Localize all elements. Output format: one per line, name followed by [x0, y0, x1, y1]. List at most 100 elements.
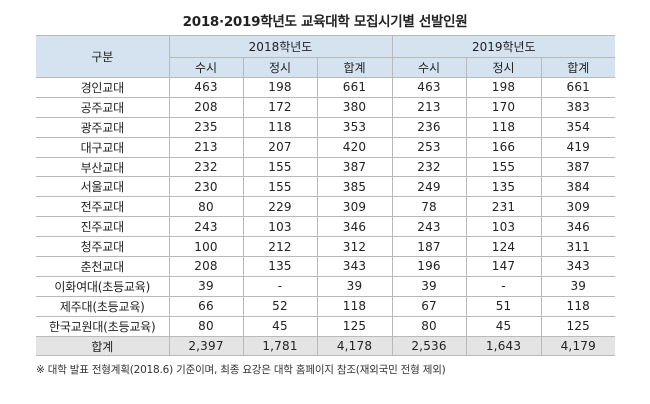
row-label: 청주교대 [36, 236, 170, 258]
value-cell: 1,643 [465, 335, 542, 357]
value-cell: 51 [465, 295, 542, 317]
value-cell: 80 [168, 315, 244, 337]
value-cell: 207 [242, 136, 318, 158]
value-cell: 354 [540, 116, 616, 138]
value-cell: 661 [316, 77, 393, 98]
value-cell: 463 [391, 77, 467, 98]
value-cell: 39 [540, 275, 616, 297]
header-row-years: 구분 2018학년도 2019학년도 [36, 35, 616, 78]
value-cell: 387 [316, 156, 393, 178]
value-cell: 387 [540, 156, 616, 178]
value-cell: 52 [242, 295, 318, 317]
value-cell: 135 [465, 176, 542, 198]
value-cell: 45 [465, 315, 542, 337]
value-cell: 103 [465, 216, 542, 238]
row-label: 진주교대 [36, 216, 170, 238]
header-jeongsi-2019: 정시 [465, 57, 542, 78]
value-cell: 155 [242, 176, 318, 198]
value-cell: 346 [316, 216, 393, 238]
table-body: 경인교대 463 198 661 463 198 661 공주교대 208 172 380 213 17… [36, 77, 616, 357]
value-cell: 45 [242, 315, 318, 337]
value-cell: 213 [168, 136, 244, 158]
header-row-types: 수시 정시 합계 수시 정시 합계 [36, 57, 616, 78]
table-row: 진주교대 243 103 346 243 103 346 [36, 216, 616, 238]
table-row: 공주교대 208 172 380 213 170 383 [36, 96, 616, 118]
value-cell: 380 [316, 96, 393, 118]
value-cell: 343 [540, 256, 616, 277]
value-cell: 229 [242, 196, 318, 218]
value-cell: 124 [465, 236, 542, 258]
value-cell: 311 [540, 236, 616, 258]
value-cell: 2,397 [168, 335, 244, 357]
admissions-table: 구분 2018학년도 2019학년도 수시 정시 합계 수시 정시 합계 경인교… [36, 35, 616, 357]
value-cell: 208 [168, 96, 244, 118]
value-cell: 80 [168, 196, 244, 218]
value-cell: 253 [391, 136, 467, 158]
table-row: 경인교대 463 198 661 463 198 661 [36, 77, 616, 98]
value-cell: 4,179 [540, 335, 616, 357]
value-cell: 170 [465, 96, 542, 118]
row-label: 춘천교대 [36, 256, 170, 277]
value-cell: 118 [316, 295, 393, 317]
row-label: 서울교대 [36, 176, 170, 198]
table-row: 대구교대 213 207 420 253 166 419 [36, 136, 616, 158]
value-cell: 232 [391, 156, 467, 178]
row-label: 경인교대 [36, 77, 170, 98]
row-label: 합계 [36, 335, 170, 357]
value-cell: 155 [465, 156, 542, 178]
value-cell: 385 [316, 176, 393, 198]
header-susi-2019: 수시 [391, 57, 467, 78]
header-susi-2018: 수시 [169, 57, 244, 78]
table-row: 광주교대 235 118 353 236 118 354 [36, 116, 616, 138]
value-cell: 384 [540, 176, 616, 198]
value-cell: 39 [316, 275, 393, 297]
value-cell: 463 [168, 77, 244, 98]
value-cell: 309 [540, 196, 616, 218]
header-year-2018: 2018학년도 [168, 35, 393, 58]
value-cell: 230 [168, 176, 244, 198]
table-row: 제주대(초등교육) 66 52 118 67 51 118 [36, 295, 616, 317]
value-cell: 343 [316, 256, 393, 277]
value-cell: 2,536 [391, 335, 467, 357]
table-row: 서울교대 230 155 385 249 135 384 [36, 176, 616, 198]
table-row: 춘천교대 208 135 343 196 147 343 [36, 256, 616, 277]
row-label: 이화여대(초등교육) [36, 275, 170, 297]
footnote: ※ 대학 발표 전형계획(2018.6) 기준이며, 최종 요강은 대학 홈페이… [36, 364, 446, 376]
header-total-2018: 합계 [316, 57, 393, 78]
value-cell: 243 [391, 216, 467, 238]
value-cell: 118 [242, 116, 318, 138]
value-cell: 383 [540, 96, 616, 118]
value-cell: 236 [391, 116, 467, 138]
value-cell: 118 [540, 295, 616, 317]
header-category: 구분 [36, 35, 170, 78]
value-cell: 166 [465, 136, 542, 158]
value-cell: 125 [540, 315, 616, 337]
value-cell: 198 [465, 77, 542, 98]
value-cell: 78 [391, 196, 467, 218]
header-jeongsi-2018: 정시 [242, 57, 318, 78]
row-label: 대구교대 [36, 136, 170, 158]
value-cell: 231 [465, 196, 542, 218]
value-cell: 232 [168, 156, 244, 178]
value-cell: 80 [391, 315, 467, 337]
table-row: 부산교대 232 155 387 232 155 387 [36, 156, 616, 178]
total-row: 합계 2,397 1,781 4,178 2,536 1,643 4,179 [36, 335, 616, 357]
value-cell: 249 [391, 176, 467, 198]
value-cell: 125 [316, 315, 393, 337]
row-label: 광주교대 [36, 116, 170, 138]
value-cell: 155 [242, 156, 318, 178]
row-label: 한국교원대(초등교육) [36, 315, 170, 337]
header-year-2019: 2019학년도 [391, 35, 616, 58]
value-cell: 39 [391, 275, 467, 297]
value-cell: 353 [316, 116, 393, 138]
value-cell: 420 [316, 136, 393, 158]
value-cell: 147 [465, 256, 542, 277]
value-cell: 312 [316, 236, 393, 258]
value-cell: 419 [540, 136, 616, 158]
value-cell: 67 [391, 295, 467, 317]
table-row: 이화여대(초등교육) 39-39 39-39 [36, 275, 616, 297]
value-cell: 135 [242, 256, 318, 277]
value-cell: 661 [540, 77, 616, 98]
value-cell: 213 [391, 96, 467, 118]
value-cell: - [242, 275, 318, 297]
